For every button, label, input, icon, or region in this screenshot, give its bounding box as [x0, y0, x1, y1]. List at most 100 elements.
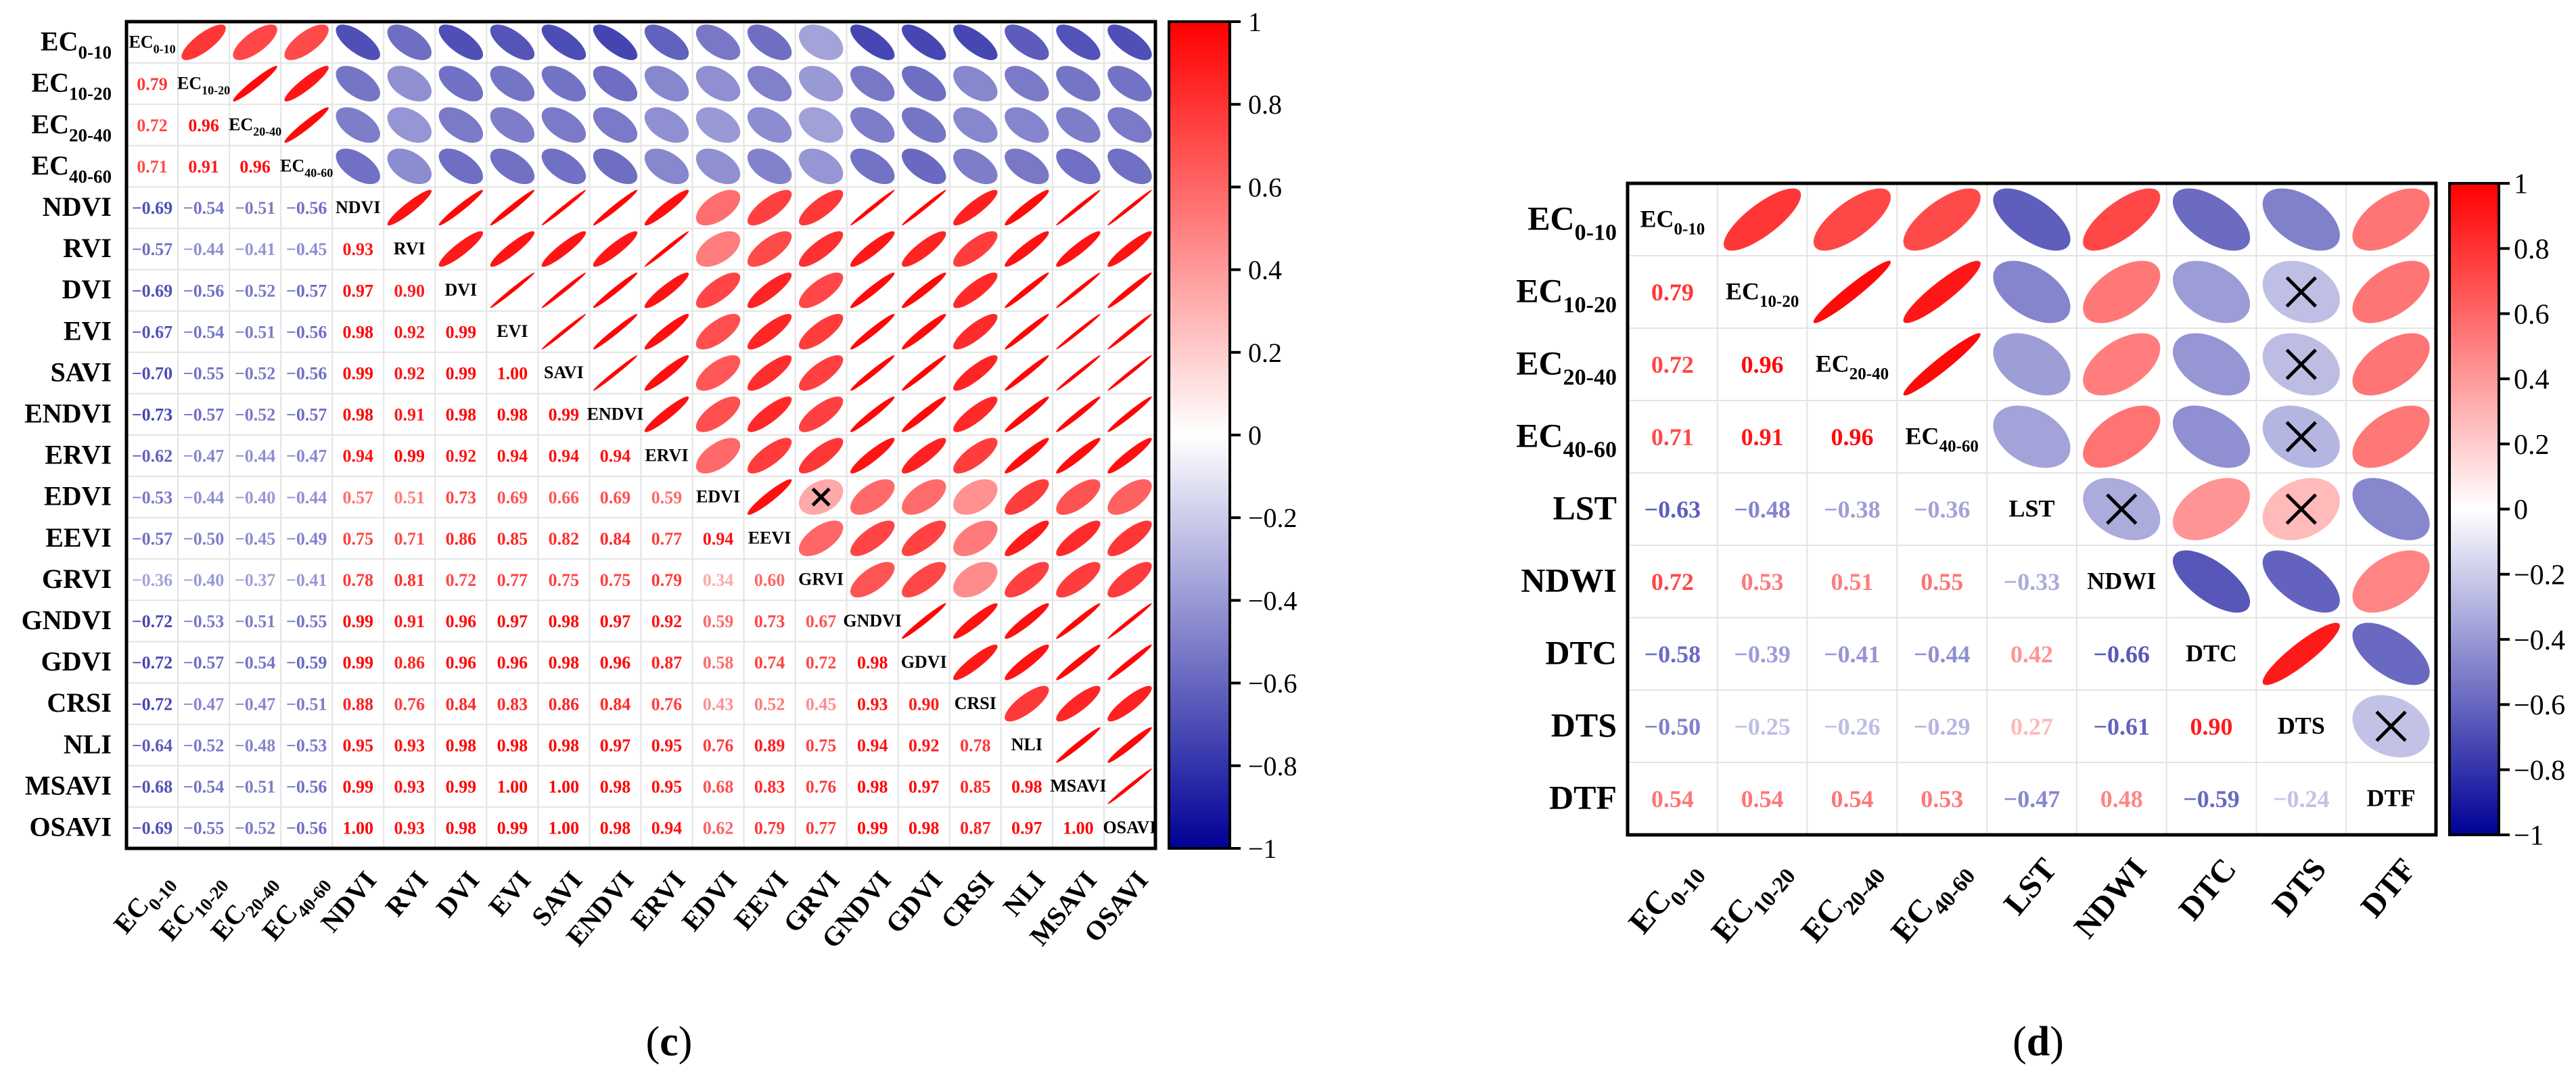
ellipse-group — [2352, 478, 2430, 541]
label-subscript: 20-40 — [69, 125, 112, 145]
correlation-ellipse — [798, 24, 844, 60]
correlation-ellipse — [1056, 66, 1101, 101]
correlation-value: 0.72 — [806, 653, 837, 672]
ellipse-group — [284, 107, 329, 143]
ellipse-group — [2083, 333, 2161, 396]
label-subscript: 40-60 — [69, 166, 112, 187]
diagonal-label: MSAVI — [1050, 776, 1106, 796]
row-label: NDWI — [1521, 562, 1617, 599]
ellipse-group — [1107, 24, 1152, 60]
ellipse-group — [490, 148, 535, 185]
ellipse-group — [953, 107, 998, 143]
ellipse-group — [541, 272, 586, 309]
label-main: RVI — [380, 865, 434, 922]
colorbar-tick-label: −0.6 — [1248, 668, 1297, 699]
correlation-value: 0.51 — [394, 488, 426, 507]
row-label: EDVI — [44, 481, 112, 511]
ellipse-group — [902, 107, 946, 143]
ellipse-group — [1107, 231, 1152, 267]
ellipse-group — [695, 313, 741, 350]
correlation-ellipse — [1993, 260, 2071, 323]
correlation-value: 0.74 — [754, 653, 785, 672]
ellipse-group — [2352, 405, 2430, 468]
correlation-value: −0.57 — [286, 405, 327, 425]
correlation-value: −0.44 — [183, 239, 224, 259]
ellipse-group — [902, 562, 946, 598]
panel-caption: (c) — [646, 1019, 693, 1065]
correlation-value: 0.98 — [342, 322, 373, 342]
ellipse-group — [1005, 603, 1049, 639]
column-label: EC20-40 — [1794, 852, 1890, 955]
correlation-ellipse — [1005, 396, 1049, 432]
row-label: NLI — [64, 729, 112, 759]
correlation-value: 0.92 — [394, 363, 426, 383]
ellipse-group — [695, 189, 741, 226]
correlation-ellipse — [2172, 405, 2251, 468]
correlation-value: 0.96 — [600, 653, 631, 672]
correlation-ellipse — [2352, 622, 2430, 685]
correlation-ellipse — [1724, 188, 1801, 251]
correlation-value: −0.53 — [286, 735, 327, 755]
correlation-value: 0.97 — [342, 281, 373, 300]
column-label: CRSI — [935, 865, 1000, 934]
correlation-value: −0.40 — [235, 488, 275, 507]
correlation-value: 0.96 — [446, 612, 477, 631]
ellipse-group — [1005, 396, 1049, 432]
ellipse-group — [1993, 333, 2071, 396]
correlation-value: −0.67 — [132, 322, 172, 342]
label-main: EC — [1726, 277, 1760, 304]
caption-letter: c — [660, 1019, 678, 1065]
correlation-value: 0.43 — [703, 694, 734, 714]
insignificant-cross-icon — [2285, 493, 2318, 525]
ellipse-group — [2352, 333, 2430, 396]
ellipse-group — [1107, 562, 1152, 598]
correlation-value: −0.51 — [235, 198, 275, 218]
ellipse-group — [644, 107, 689, 143]
correlation-ellipse — [850, 396, 895, 432]
diagonal-label: EC40-60 — [280, 156, 333, 180]
label-main: EVI — [497, 321, 528, 341]
label-main: NDVI — [43, 191, 112, 222]
ellipse-group — [798, 189, 844, 226]
row-label: EC40-60 — [31, 150, 112, 187]
correlation-ellipse — [850, 520, 895, 557]
correlation-ellipse — [695, 272, 741, 309]
ellipse-group — [336, 107, 380, 143]
ellipse-group — [541, 313, 586, 350]
colorbar-tick-label: −0.2 — [2514, 560, 2565, 591]
correlation-value: 0.76 — [394, 694, 426, 714]
ellipse-group — [541, 148, 586, 185]
ellipse-group — [1005, 313, 1049, 350]
label-main: NDWI — [1521, 562, 1617, 599]
correlation-ellipse — [2352, 405, 2430, 468]
correlation-value: 0.51 — [1831, 568, 1873, 595]
ellipse-group — [1056, 438, 1101, 474]
ellipse-group — [644, 148, 689, 185]
caption-paren: ( — [2013, 1019, 2027, 1065]
correlation-value: 0.69 — [600, 488, 631, 507]
diagonal-label: EC40-60 — [1906, 422, 1979, 455]
correlation-value: 0.94 — [857, 735, 888, 755]
correlation-ellipse — [336, 66, 380, 101]
correlation-value: 0.91 — [394, 405, 426, 425]
correlation-ellipse — [1056, 644, 1101, 681]
correlation-value: 0.54 — [1741, 785, 1784, 813]
correlation-ellipse — [1005, 603, 1049, 639]
ellipse-group — [233, 66, 277, 101]
correlation-value: 1.00 — [1063, 819, 1094, 838]
correlation-ellipse — [541, 189, 586, 226]
correlation-ellipse — [798, 313, 844, 350]
correlation-value: 0.96 — [446, 653, 477, 672]
correlation-ellipse — [953, 603, 998, 639]
correlation-value: 0.98 — [908, 819, 940, 838]
correlation-ellipse — [233, 24, 277, 60]
correlation-ellipse — [747, 355, 792, 391]
correlation-value: 0.72 — [1651, 351, 1694, 378]
ellipse-group — [541, 231, 586, 267]
correlation-value: −0.72 — [132, 612, 172, 631]
ellipse-group — [541, 66, 586, 101]
correlation-ellipse — [2352, 550, 2430, 613]
correlation-ellipse — [541, 231, 586, 267]
correlation-value: 0.62 — [703, 819, 734, 838]
ellipse-group — [1005, 231, 1049, 267]
